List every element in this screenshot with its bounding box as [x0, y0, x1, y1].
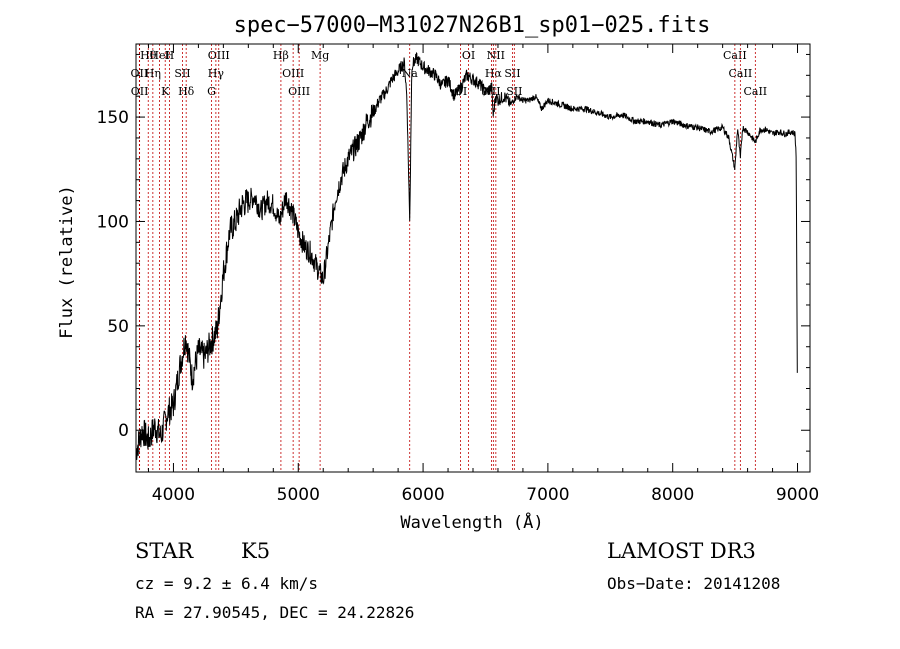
y-axis-label: Flux (relative) [57, 185, 77, 339]
y-tick-label-3: 150 [97, 108, 129, 128]
line-label-3: HeI [149, 49, 169, 62]
line-label-8: Hδ [178, 85, 195, 98]
subclass-label: K5 [241, 539, 271, 563]
line-label-9: OIII [208, 49, 230, 62]
plot-frame [135, 43, 811, 473]
x-tick-label-3: 7000 [526, 485, 569, 505]
obs-date-text: Obs−Date: 20141208 [607, 574, 781, 593]
line-label-13: OIII [282, 67, 304, 80]
x-tick-label-1: 5000 [277, 485, 320, 505]
spectrum-trace [135, 51, 798, 460]
y-tick-label-0: 0 [118, 421, 129, 441]
coordinates-text: RA = 27.90545, DEC = 24.22826 [135, 603, 415, 622]
line-label-5: K [161, 85, 170, 98]
line-label-26: CaII [743, 85, 767, 98]
class-label: STAR [135, 539, 194, 563]
y-tick-label-2: 100 [97, 212, 129, 232]
x-tick-label-0: 4000 [152, 485, 195, 505]
line-label-18: OI [462, 49, 475, 62]
line-label-14: OIII [288, 85, 310, 98]
chart-title: spec−57000−M31027N26B1_sp01−025.fits [234, 13, 711, 38]
line-label-10: Hγ [208, 67, 225, 80]
line-label-6: H [165, 49, 175, 62]
line-markers: HθOIIOIIHeIHηKHSIIHδOIIIHγGHβOIIIOIIIMgN… [131, 44, 767, 472]
line-label-23: SII [506, 85, 522, 98]
line-label-4: Hη [145, 67, 161, 80]
line-label-11: G [207, 85, 216, 98]
line-label-21: NII [487, 49, 505, 62]
x-tick-label-5: 9000 [776, 485, 819, 505]
x-axis-label: Wavelength (Å) [400, 511, 543, 533]
x-tick-label-2: 6000 [401, 485, 444, 505]
line-label-16: Na [402, 67, 419, 80]
line-label-2: OII [131, 85, 149, 98]
line-label-22: SII [504, 67, 520, 80]
line-label-24: CaII [723, 49, 747, 62]
redshift-text: cz = 9.2 ± 6.4 km/s [135, 574, 319, 593]
line-label-15: Mg [311, 49, 329, 62]
line-label-7: SII [174, 67, 190, 80]
x-tick-label-4: 8000 [651, 485, 694, 505]
line-label-12: Hβ [273, 49, 289, 62]
line-label-25: CaII [729, 67, 753, 80]
y-tick-label-1: 50 [107, 317, 129, 337]
line-label-19: Hα [485, 67, 503, 80]
survey-label: LAMOST DR3 [607, 539, 756, 563]
axis-ticks: 4000 5000 6000 7000 8000 9000 0 50 100 150 [97, 44, 819, 505]
spectrum-line [135, 51, 798, 460]
